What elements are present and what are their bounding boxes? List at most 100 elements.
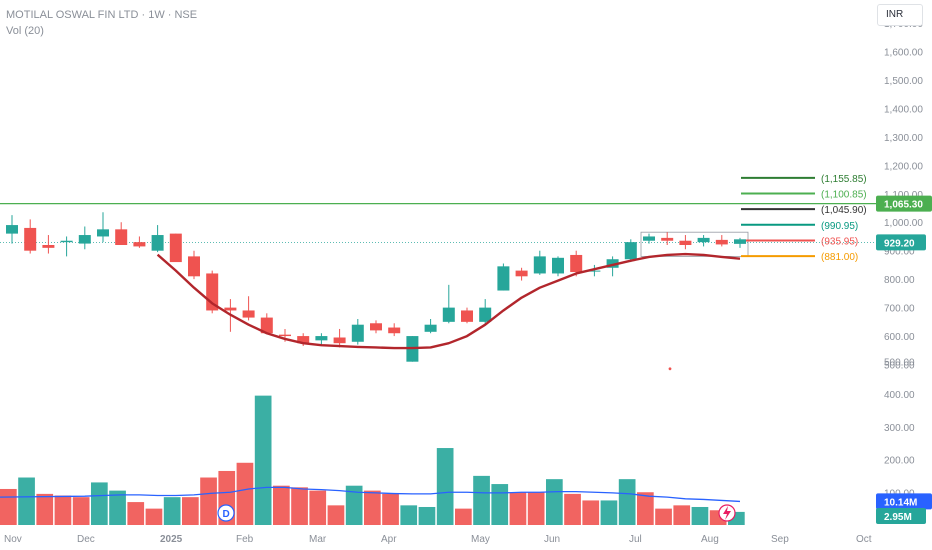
candle-body [552, 257, 564, 274]
volume-bar [637, 492, 654, 525]
candle-body [461, 310, 473, 322]
candle-body [151, 235, 164, 251]
volume-ma-tag [876, 493, 932, 510]
price-tick-label: 500.00 [884, 361, 915, 372]
candle-body [297, 336, 310, 344]
currency-button[interactable]: INR [877, 4, 923, 26]
price-tick-label: 900.00 [884, 247, 915, 258]
volume-bar [91, 482, 108, 525]
dividend-marker[interactable] [217, 504, 235, 522]
candle-body [588, 270, 601, 272]
candle-body [115, 229, 128, 245]
candle-body [169, 233, 182, 263]
volume-bar [72, 497, 90, 525]
price-tick-label: 1,200.00 [884, 161, 923, 172]
price-tick-label: 1,300.00 [884, 133, 923, 144]
candle-body [497, 266, 510, 291]
volume-bar [291, 487, 308, 525]
volume-tick-label: 300.00 [884, 423, 915, 434]
resistance-price-tag [876, 195, 932, 212]
level-label: (935.95) [821, 236, 858, 247]
time-axis-label: Aug [701, 534, 719, 545]
price-tick-label: 1,000.00 [884, 218, 923, 229]
volume-bar [509, 492, 527, 525]
time-axis-label: Apr [381, 534, 397, 545]
candle-body [279, 334, 291, 337]
candle-body [133, 242, 146, 247]
time-axis-label: Nov [4, 534, 22, 545]
time-axis-label: Oct [856, 534, 872, 545]
candle-body [679, 240, 692, 245]
price-tick-label: 800.00 [884, 275, 915, 286]
symbol-title: MOTILAL OSWAL FIN LTD · 1W · NSE [6, 9, 198, 21]
candle-body [515, 270, 528, 277]
candle-body [78, 235, 91, 244]
price-tick-label: 700.00 [884, 304, 915, 315]
candle-body [6, 225, 18, 234]
volume-bar [163, 497, 181, 525]
time-axis-label: Dec [77, 534, 95, 545]
candle-body [661, 237, 674, 241]
volume-bar [254, 395, 272, 525]
volume-tick-label: 200.00 [884, 456, 915, 467]
volume-bar [600, 500, 618, 525]
candle-body [97, 229, 109, 237]
volume-bar [127, 502, 145, 525]
time-axis-label: Jul [629, 534, 642, 545]
volume-last-tag [876, 508, 926, 524]
dividend-marker-label: D [223, 509, 230, 520]
volume-bar [109, 490, 126, 525]
price-tick-label: 1,500.00 [884, 76, 923, 87]
volume-bar [273, 485, 290, 525]
volume-bar [36, 493, 54, 525]
volume-bar [491, 484, 509, 525]
volume-tick-label: 500.00 [884, 357, 915, 368]
volume-bar [691, 506, 709, 525]
volume-tick-label: 400.00 [884, 390, 915, 401]
candle-body [715, 239, 728, 245]
time-axis-label: Feb [236, 534, 254, 545]
volume-bar [400, 505, 418, 525]
level-label: (990.95) [821, 221, 858, 232]
volume-bar [236, 462, 254, 525]
volume-bar [54, 495, 72, 525]
time-axis-label: Sep [771, 534, 789, 545]
candle-body [442, 307, 455, 322]
price-tick-label: 1,600.00 [884, 47, 923, 58]
candle-body [643, 236, 655, 241]
volume-bar [527, 492, 545, 525]
time-axis-label: Jun [544, 534, 560, 545]
price-tick-label: 600.00 [884, 332, 915, 343]
volume-bar [327, 505, 345, 525]
candle-body [370, 323, 382, 331]
marker-dot [668, 367, 672, 371]
time-axis-label: May [471, 534, 490, 545]
level-label: (1,100.85) [821, 190, 867, 201]
last-price-label: 929.20 [884, 238, 915, 249]
price-tick-label: 1,100.00 [884, 190, 923, 201]
volume-ma-label: 10.14M [884, 497, 917, 508]
volume-bar [546, 479, 563, 525]
lightning-icon-glyph [723, 506, 731, 520]
candle-body [224, 307, 237, 311]
candle-body [260, 317, 273, 334]
volume-bar [418, 506, 436, 525]
volume-bar [655, 508, 672, 525]
volume-bar [200, 477, 217, 525]
volume-bar [145, 508, 163, 525]
volume-bar [564, 493, 581, 525]
candle-body [42, 245, 55, 248]
volume-bar [673, 505, 691, 525]
candle-body [570, 254, 583, 273]
volume-last-label: 2.95M [884, 512, 912, 523]
candle-body [24, 227, 37, 251]
time-axis-label: Mar [309, 534, 327, 545]
volume-bar [345, 485, 363, 525]
candle-body [333, 337, 346, 344]
volume-bar [0, 488, 17, 525]
volume-bar [473, 475, 490, 525]
candle-body [351, 324, 364, 342]
volume-bar [618, 479, 636, 525]
